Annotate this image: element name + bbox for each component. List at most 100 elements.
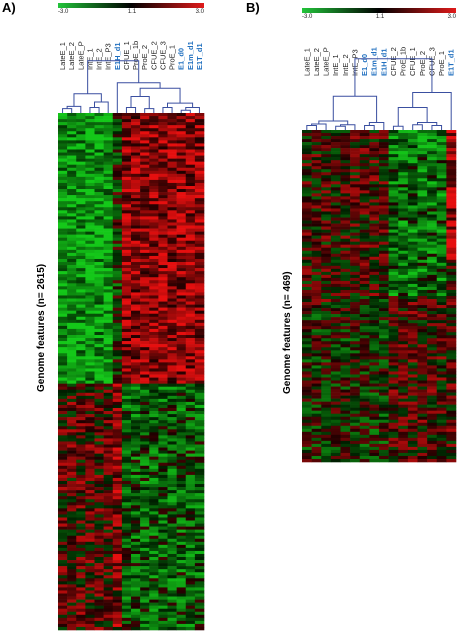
heatmap-cell (321, 362, 332, 366)
heatmap-cell (94, 441, 104, 445)
heatmap-cell (194, 383, 205, 387)
heatmap-cell (94, 490, 104, 494)
heatmap-cell (76, 249, 86, 254)
heatmap-cell (407, 268, 418, 273)
heatmap-cell (311, 329, 322, 333)
heatmap-cell (158, 335, 168, 339)
heatmap-cell (194, 283, 205, 287)
heatmap-cell (112, 420, 123, 424)
heatmap-cell (149, 602, 159, 606)
heatmap-cell (131, 179, 141, 184)
heatmap-cell (194, 423, 205, 427)
heatmap-cell (185, 383, 196, 387)
heatmap-cell (149, 140, 159, 144)
heatmap-cell (158, 271, 168, 275)
heatmap-cell (112, 246, 123, 251)
heatmap-cell (398, 422, 409, 427)
heatmap-cell (76, 584, 86, 588)
heatmap-cell (194, 213, 205, 217)
heatmap-cell (302, 353, 312, 357)
heatmap-cell (359, 181, 370, 185)
heatmap-cell (311, 160, 322, 164)
heatmap-cell (185, 620, 196, 625)
heatmap-cell (388, 286, 399, 291)
heatmap-cell (121, 222, 132, 226)
heatmap-cell (103, 182, 114, 187)
heatmap-cell (359, 208, 370, 212)
heatmap-cell (94, 523, 104, 527)
heatmap-cell (112, 593, 123, 597)
heatmap-cell (194, 496, 205, 500)
heatmap-cell (388, 341, 399, 345)
heatmap-cell (58, 480, 68, 485)
heatmap-cell (140, 411, 150, 415)
heatmap-cell (302, 253, 312, 258)
heatmap-cell (185, 386, 196, 391)
heatmap-cell (158, 578, 168, 582)
heatmap-cell (112, 155, 123, 159)
heatmap-cell (167, 216, 177, 220)
heatmap-cell (67, 246, 77, 251)
heatmap-cell (398, 175, 409, 179)
heatmap-cell (94, 344, 104, 348)
heatmap-cell (436, 274, 447, 279)
heatmap-cell (58, 307, 68, 311)
heatmap-cell (407, 401, 418, 405)
heatmap-cell (131, 222, 141, 226)
heatmap-cell (330, 296, 341, 300)
heatmap-cell (194, 125, 205, 129)
heatmap-cell (85, 322, 95, 327)
heatmap-cell (85, 541, 95, 546)
heatmap-cell (58, 240, 68, 245)
heatmap-cell (167, 593, 177, 597)
scale-min-label: -3.0 (58, 9, 69, 15)
heatmap-cell (359, 344, 370, 348)
heatmap-cell (369, 145, 380, 149)
heatmap-cell (149, 514, 159, 518)
heatmap-cell (350, 205, 361, 209)
heatmap-cell (321, 136, 332, 140)
heatmap-cell (149, 207, 159, 211)
heatmap-cell (131, 182, 141, 187)
heatmap-cell (67, 459, 77, 464)
heatmap-cell (149, 122, 159, 126)
heatmap-cell (398, 440, 409, 445)
heatmap-cell (311, 262, 322, 267)
heatmap-cell (407, 404, 418, 408)
heatmap-cell (149, 125, 159, 129)
heatmap-cell (359, 172, 370, 176)
heatmap-cell (185, 262, 196, 266)
heatmap-cell (94, 362, 104, 366)
heatmap-cell (58, 389, 68, 394)
heatmap-cell (427, 437, 438, 442)
heatmap-cell (388, 196, 399, 200)
heatmap-cell (398, 262, 409, 267)
heatmap-cell (398, 286, 409, 291)
heatmap-cell (194, 426, 205, 430)
heatmap-cell (330, 353, 341, 357)
heatmap-cell (103, 526, 114, 530)
heatmap-cell (112, 280, 123, 284)
heatmap-cell (158, 231, 168, 235)
heatmap-cell (407, 250, 418, 255)
heatmap-cell (330, 395, 341, 399)
heatmap-cell (194, 119, 205, 123)
heatmap-cell (194, 553, 205, 558)
heatmap-cell (369, 190, 380, 194)
heatmap-cell (436, 440, 447, 445)
heatmap-cell (340, 374, 351, 378)
heatmap-cell (58, 295, 68, 299)
heatmap-cell (321, 157, 332, 161)
heatmap-cell (302, 208, 312, 212)
heatmap-cell (185, 623, 196, 628)
heatmap-cell (140, 113, 150, 117)
heatmap-cell (446, 190, 457, 194)
heatmap-cell (76, 626, 86, 631)
heatmap-cell (67, 149, 77, 153)
heatmap-cell (350, 299, 361, 303)
heatmap-cell (340, 458, 351, 463)
heatmap-cell (302, 283, 312, 288)
heatmap-cell (407, 311, 418, 315)
heatmap-cell (149, 590, 159, 594)
heatmap-cell (427, 157, 438, 161)
